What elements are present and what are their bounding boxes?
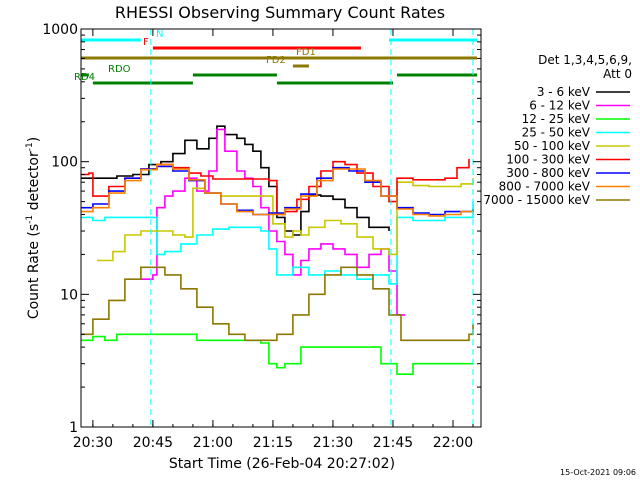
legend-label-7: 800 - 7000 keV — [499, 180, 591, 194]
legend-label-3: 25 - 50 keV — [522, 126, 591, 140]
x-tick-label-1: 20:45 — [133, 435, 173, 451]
x-tick-label-4: 21:30 — [313, 435, 353, 451]
y-tick-label-0: 1 — [69, 420, 78, 436]
legend-label-6: 300 - 800 keV — [506, 166, 590, 180]
legend-title-line2: Att 0 — [603, 67, 632, 81]
y-tick-label-3: 1000 — [42, 22, 78, 38]
y-tick-label-2: 100 — [51, 155, 78, 171]
flag-label-2: FD1 — [296, 47, 316, 58]
flag-label-0: N — [156, 29, 163, 40]
x-axis: 20:30 20:45 21:00 21:15 21:30 21:45 22:00 — [73, 29, 474, 451]
plot-frame — [80, 28, 482, 428]
y-axis-label: Count Rate (s-1 detector-1) — [25, 137, 42, 319]
series-line-1 — [140, 128, 405, 316]
legend-label-4: 50 - 100 keV — [514, 139, 591, 153]
x-tick-label-5: 21:45 — [373, 435, 413, 451]
chart-title: RHESSI Observing Summary Count Rates — [115, 3, 445, 22]
legend-label-2: 12 - 25 keV — [522, 112, 591, 126]
y-tick-label-1: 10 — [60, 287, 78, 303]
series-lines — [80, 125, 474, 376]
flag-label-3: FD2 — [266, 55, 286, 66]
x-tick-label-2: 21:00 — [193, 435, 233, 451]
flag-label-1: F — [143, 37, 149, 48]
x-tick-label-6: 22:00 — [433, 435, 473, 451]
legend-label-8: 7000 - 15000 keV — [483, 193, 590, 207]
x-tick-label-0: 20:30 — [73, 435, 113, 451]
legend-label-5: 100 - 300 keV — [506, 153, 590, 167]
flag-label-4: RDO — [108, 64, 131, 75]
vertical-markers — [150, 29, 474, 427]
flag-label-5: RD4 — [74, 72, 95, 83]
series-line-2 — [80, 333, 473, 376]
flag-bars: NF FD1 FD2 RDO RD4 — [74, 29, 477, 85]
timestamp: 15-Oct-2021 09:06 — [560, 468, 636, 477]
y-axis: 1 10 100 1000 — [42, 22, 481, 436]
series-line-4 — [96, 178, 474, 262]
legend-label-0: 3 - 6 keV — [537, 85, 591, 99]
x-axis-label: Start Time (26-Feb-04 20:27:02) — [169, 456, 395, 472]
series-line-8 — [80, 266, 474, 342]
legend-title-line1: Det 1,3,4,5,6,9, — [538, 53, 632, 67]
legend-label-1: 6 - 12 keV — [529, 99, 591, 113]
series-line-7 — [80, 163, 473, 217]
x-tick-label-3: 21:15 — [253, 435, 293, 451]
